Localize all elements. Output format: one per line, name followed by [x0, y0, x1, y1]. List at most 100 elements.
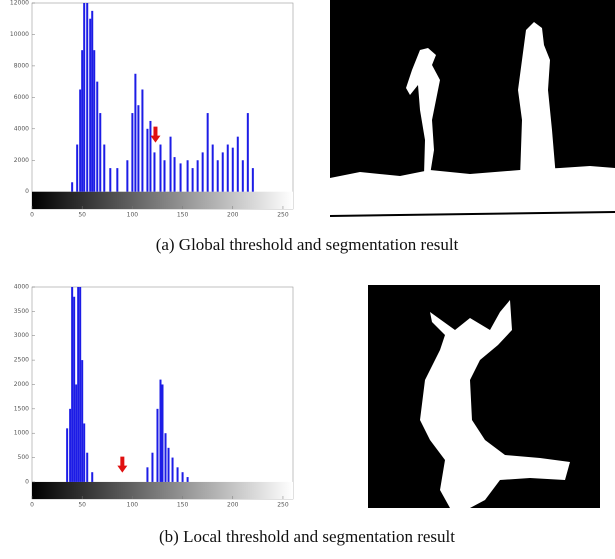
- bar: [86, 452, 89, 482]
- bar: [71, 182, 74, 192]
- y-tick-label: 0: [25, 188, 29, 195]
- bar: [131, 113, 134, 192]
- bar: [83, 3, 86, 192]
- bar: [109, 168, 112, 192]
- bar: [231, 147, 234, 192]
- bar: [206, 113, 209, 192]
- bar: [116, 168, 119, 192]
- bar: [156, 408, 159, 482]
- bar: [176, 467, 179, 482]
- threshold-arrow: [150, 126, 161, 143]
- bar: [81, 50, 84, 192]
- bar: [79, 89, 82, 192]
- y-tick-label: 8000: [14, 62, 29, 69]
- y-tick-label: 0: [25, 478, 29, 485]
- bar: [79, 287, 82, 482]
- gray-scale-bar: [32, 481, 293, 499]
- bar: [73, 296, 76, 482]
- plot-area: [31, 2, 294, 210]
- y-tick-label: 12000: [10, 0, 29, 7]
- bar: [134, 73, 137, 192]
- bar: [83, 423, 86, 482]
- bar: [149, 120, 152, 192]
- bar: [163, 160, 166, 192]
- bar: [241, 160, 244, 192]
- bar: [66, 428, 69, 482]
- bar: [141, 89, 144, 192]
- bar: [159, 144, 162, 192]
- y-tick-label: 3000: [14, 332, 29, 339]
- y-tick-label: 4000: [14, 284, 29, 291]
- y-tick-label: 6000: [14, 94, 29, 101]
- bar: [69, 408, 72, 482]
- bar: [246, 113, 249, 192]
- x-tick-label: 250: [277, 212, 289, 219]
- bar: [93, 50, 96, 192]
- x-tick-label: 100: [127, 502, 139, 509]
- bar: [181, 472, 184, 482]
- threshold-arrow: [117, 456, 128, 473]
- caption: (b) Local threshold and segmentation res…: [159, 527, 455, 546]
- bar: [179, 163, 182, 192]
- x-tick-label: 0: [30, 502, 34, 509]
- bar: [186, 160, 189, 192]
- y-tick-label: 2500: [14, 357, 29, 364]
- bar: [91, 10, 94, 192]
- bar: [169, 136, 172, 192]
- y-tick-label: 4000: [14, 125, 29, 132]
- bar: [86, 3, 89, 192]
- x-tick-label: 50: [78, 212, 86, 219]
- bar: [201, 152, 204, 192]
- y-tick-label: 1000: [14, 430, 29, 437]
- caption: (a) Global threshold and segmentation re…: [156, 235, 459, 254]
- bar: [103, 144, 106, 192]
- bar: [151, 452, 154, 482]
- bar: [76, 144, 79, 192]
- gray-scale-bar: [32, 191, 293, 209]
- bar: [171, 457, 174, 482]
- bar: [75, 384, 78, 482]
- x-tick-label: 200: [227, 502, 239, 509]
- bar: [77, 287, 80, 482]
- bar: [161, 384, 164, 482]
- x-tick-label: 50: [78, 502, 86, 509]
- x-tick-label: 150: [177, 502, 189, 509]
- bar: [96, 81, 99, 192]
- bar: [167, 447, 170, 482]
- bar: [211, 144, 214, 192]
- bar: [251, 168, 254, 192]
- x-tick-label: 100: [127, 212, 139, 219]
- bar: [153, 152, 156, 192]
- y-tick-label: 2000: [14, 381, 29, 388]
- x-tick-label: 250: [277, 502, 289, 509]
- bar: [236, 136, 239, 192]
- bar: [196, 160, 199, 192]
- y-tick-label: 10000: [10, 31, 29, 38]
- bar: [137, 105, 140, 192]
- bar: [146, 128, 149, 192]
- x-tick-label: 0: [30, 212, 34, 219]
- bar: [159, 379, 162, 482]
- bar: [221, 152, 224, 192]
- bar: [186, 477, 189, 482]
- bar: [71, 287, 74, 482]
- x-tick-label: 150: [177, 212, 189, 219]
- bar: [216, 160, 219, 192]
- y-tick-label: 3500: [14, 308, 29, 315]
- bar: [164, 433, 167, 482]
- bar: [81, 360, 84, 482]
- bar: [191, 168, 194, 192]
- bar: [91, 472, 94, 482]
- y-tick-label: 500: [18, 454, 30, 461]
- bar: [173, 157, 176, 192]
- y-tick-label: 2000: [14, 157, 29, 164]
- bar: [126, 160, 129, 192]
- bar: [89, 18, 92, 192]
- y-tick-label: 1500: [14, 405, 29, 412]
- x-tick-label: 200: [227, 212, 239, 219]
- bar: [226, 144, 229, 192]
- segmentation-image-b: [368, 285, 600, 508]
- bar: [99, 113, 102, 192]
